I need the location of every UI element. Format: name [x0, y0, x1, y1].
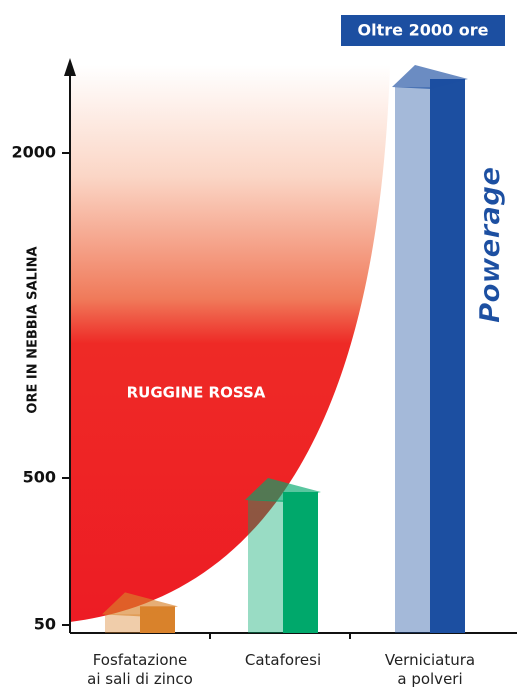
- x-tick-label: Cataforesi: [244, 651, 322, 669]
- area-label: RUGGINE ROSSA: [127, 384, 266, 402]
- rust-area: [70, 65, 390, 622]
- x-tick-label: Fosfatazione ai sali di zinco: [87, 651, 193, 688]
- y-axis-label: ORE IN NEBBIA SALINA: [26, 246, 41, 413]
- y-axis-arrow: [64, 58, 76, 76]
- y-tick-label: 2000: [11, 143, 56, 162]
- bar-roof: [245, 478, 321, 502]
- bar-side: [430, 79, 465, 633]
- annotation-box: [341, 15, 505, 46]
- bar-front: [248, 500, 283, 633]
- bar-roof: [392, 65, 468, 89]
- bar-front: [105, 614, 140, 633]
- y-tick-label: 500: [23, 468, 56, 487]
- annotation: Oltre 2000 ore: [358, 21, 489, 40]
- bar-roof: [102, 592, 178, 617]
- logo: Powerage: [473, 167, 506, 323]
- bar-front: [395, 87, 430, 633]
- x-tick-label: Verniciatura a polveri: [384, 651, 476, 688]
- y-tick-label: 50: [34, 615, 56, 634]
- bar-side: [283, 492, 318, 633]
